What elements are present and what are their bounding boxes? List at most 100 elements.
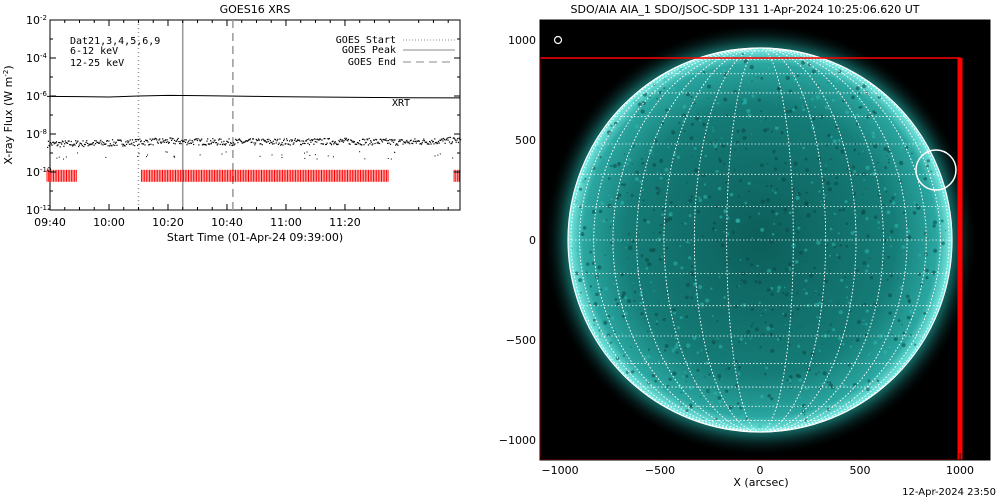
disk-texture — [873, 215, 878, 219]
disk-texture — [757, 212, 760, 215]
goes-series-point — [179, 142, 181, 145]
disk-texture — [763, 128, 768, 133]
disk-texture — [783, 313, 788, 317]
disk-texture — [632, 146, 634, 148]
disk-texture — [887, 148, 892, 153]
flare-location-legend-label: AIA flare location — [566, 34, 660, 47]
disk-texture — [898, 160, 904, 166]
disk-texture — [693, 210, 696, 213]
disk-texture — [828, 395, 831, 397]
longitude-line — [579, 47, 941, 433]
goes-series-point — [273, 143, 275, 145]
goes-series-point — [247, 139, 249, 142]
disk-texture — [624, 296, 628, 300]
goes-series-point — [125, 143, 128, 145]
goes-series-point — [406, 139, 408, 142]
disk-texture — [738, 285, 740, 288]
disk-texture — [742, 303, 747, 307]
disk-texture — [760, 110, 763, 112]
disk-texture — [666, 291, 668, 294]
disk-texture — [642, 92, 647, 97]
goes-series-point — [396, 143, 398, 145]
goes-series-point — [159, 138, 161, 140]
disk-texture — [804, 201, 809, 206]
goes-series-point — [329, 142, 331, 144]
disk-texture — [815, 95, 820, 100]
disk-texture — [688, 214, 692, 218]
disk-texture — [862, 323, 864, 325]
goes-series-point — [76, 141, 78, 143]
disk-texture — [866, 234, 870, 238]
goes-series-point — [199, 140, 201, 142]
disk-texture — [680, 266, 684, 270]
goes-series-point — [416, 140, 418, 142]
disk-texture — [610, 197, 613, 201]
disk-texture — [684, 347, 686, 350]
goes-series-point — [285, 138, 288, 140]
disk-texture — [807, 63, 812, 67]
aia-y-tick-label: 0 — [529, 234, 536, 247]
disk-texture — [794, 260, 799, 264]
disk-texture — [735, 384, 739, 388]
disk-texture — [801, 105, 804, 108]
longitude-line — [636, 47, 884, 433]
disk-texture — [794, 106, 798, 110]
goes-series-point — [176, 140, 178, 142]
disk-texture — [628, 245, 633, 250]
goes-series-point — [305, 140, 308, 142]
goes-series-point — [364, 142, 367, 144]
disk-texture — [609, 220, 613, 223]
disk-texture — [610, 241, 613, 244]
goes-series-point — [171, 138, 173, 140]
goes-series-point — [318, 139, 320, 141]
goes-series-point — [180, 143, 182, 145]
disk-texture — [837, 300, 839, 302]
disk-texture — [750, 263, 754, 267]
goes-series-point — [157, 142, 159, 144]
disk-texture — [839, 243, 843, 247]
goes-series-point — [339, 141, 341, 143]
disk-texture — [717, 396, 722, 400]
goes-series-point — [201, 144, 204, 146]
disk-texture — [713, 144, 718, 148]
goes-x-tick-label: 11:00 — [270, 216, 302, 229]
disk-texture — [835, 125, 839, 129]
goes-series-point — [61, 143, 63, 145]
goes-series-point — [302, 142, 304, 145]
disk-texture — [666, 385, 670, 389]
disk-texture — [894, 193, 897, 196]
goes-series-point — [250, 141, 252, 144]
goes-series-point — [419, 143, 421, 145]
disk-texture — [797, 192, 801, 197]
goes-series-point — [405, 141, 407, 143]
goes-series-point — [413, 140, 415, 143]
goes-series-point — [251, 141, 253, 143]
goes-series-point — [129, 139, 131, 141]
goes-series-point — [378, 142, 381, 145]
disk-texture — [862, 261, 867, 266]
disk-texture — [847, 363, 851, 367]
goes-series-point — [387, 139, 389, 142]
goes-series-point — [105, 143, 107, 145]
disk-texture — [703, 194, 708, 199]
goes-series-point — [138, 143, 140, 145]
disk-texture — [888, 311, 892, 315]
disk-texture — [866, 338, 868, 341]
goes-series-point — [49, 145, 51, 147]
goes-series-point — [70, 140, 72, 143]
disk-texture — [828, 254, 831, 257]
disk-texture — [781, 177, 786, 182]
disk-texture — [715, 169, 719, 173]
disk-texture — [881, 228, 885, 232]
disk-texture — [621, 314, 625, 318]
goes-series-point — [460, 139, 462, 141]
disk-texture — [693, 147, 697, 150]
goes-series-point — [370, 141, 372, 143]
goes-series-outlier — [281, 157, 283, 159]
goes-series-point — [381, 140, 383, 142]
goes-series-point — [114, 142, 117, 144]
disk-texture — [809, 273, 814, 278]
disk-texture — [619, 121, 621, 124]
disk-texture — [758, 273, 761, 276]
disk-texture — [799, 396, 802, 399]
